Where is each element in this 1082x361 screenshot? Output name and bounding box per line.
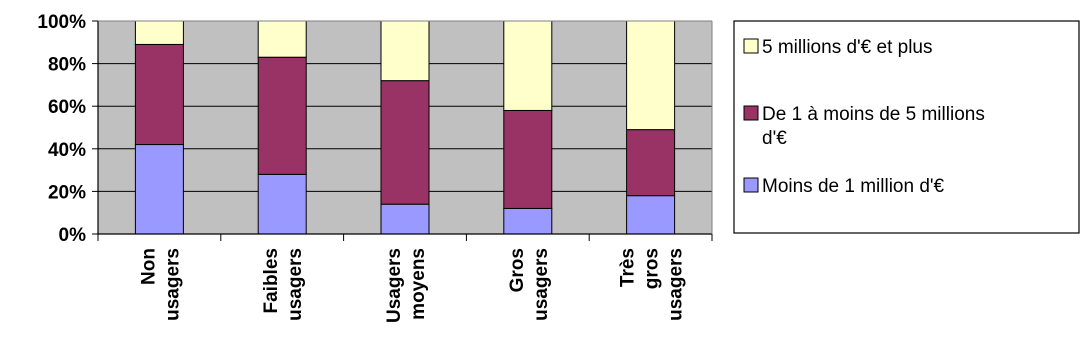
bars [134,20,676,235]
bar-segment [134,144,184,235]
x-category-label: Usagers [384,248,405,323]
x-category-label: moyens [408,248,429,320]
y-tick-label: 80% [48,55,86,76]
y-tick-label: 20% [48,182,86,203]
bar-segment [626,129,676,197]
bar-segment [626,195,676,235]
legend-label: d'€ [762,128,787,149]
legend-box [733,20,1080,234]
x-category-label: Gros [507,248,528,292]
x-category-label: gros [642,248,663,289]
bar-segment [134,20,184,45]
bar-segment [503,20,553,111]
y-tick-label: 0% [59,225,87,246]
legend-label: 5 millions d'€ et plus [762,37,933,58]
bar-segment [134,43,184,146]
bar-segment [257,20,307,58]
x-category-label: usagers [285,248,306,321]
y-tick-label: 40% [48,140,86,161]
bar-segment [380,80,430,205]
x-category-label: Faibles [261,248,282,313]
legend-label: Moins de 1 million d'€ [762,176,945,197]
axes: 0%20%40%60%80%100%Non usagers Faibles usage… [37,12,713,323]
y-tick-label: 60% [48,97,86,118]
legend-swatch [743,105,759,121]
legend-swatch [743,177,759,193]
legend-swatch [743,38,759,54]
x-category-label: Très [618,248,639,287]
y-tick-label: 100% [37,12,86,33]
x-category-label: Non [138,248,159,285]
x-category-label: usagers [531,248,552,321]
bar-segment [626,20,676,131]
bar-segment [257,56,307,175]
bar-segment [380,203,430,235]
bar-segment [380,20,430,82]
bar-segment [257,173,307,235]
bar-segment [503,207,553,235]
legend-label: De 1 à moins de 5 millions [762,104,985,125]
x-category-label: usagers [666,248,687,321]
bar-segment [503,109,553,209]
legend: 5 millions d'€ et plus De 1 à moins de 5 … [733,20,1080,234]
x-category-label: usagers [162,248,183,321]
